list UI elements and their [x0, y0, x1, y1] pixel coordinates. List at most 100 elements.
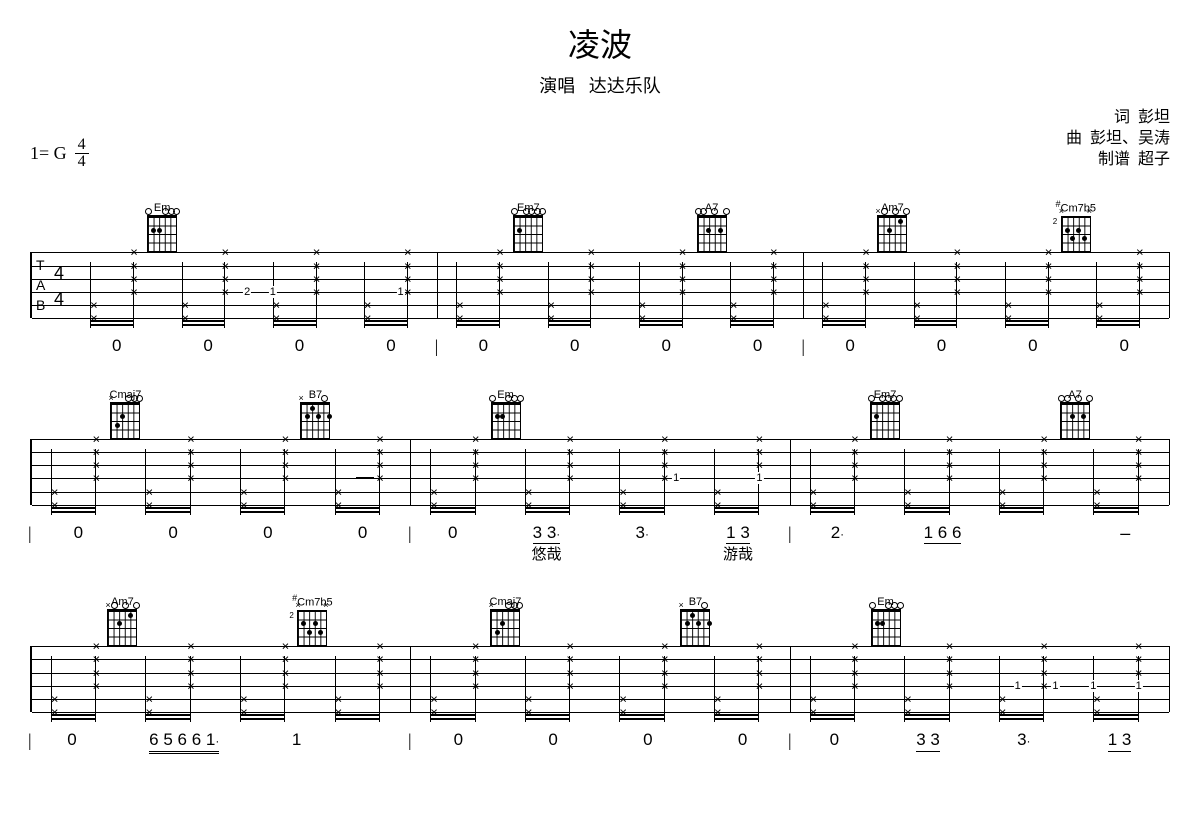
jianpu-num: 0 — [74, 523, 83, 543]
jianpu-row: |0000|03 3·悠哉3·1 3游哉|2·1 6 6– — [30, 523, 1170, 564]
jianpu-row: 0000|0000|0000 — [30, 336, 1170, 356]
jianpu-num: 3 3 — [916, 730, 940, 751]
tab-mute: × — [619, 691, 627, 706]
tab-mute: × — [661, 678, 669, 693]
lyrics-label: 词 — [1114, 109, 1130, 126]
tab-mute: × — [456, 311, 464, 326]
jianpu-num: 0 — [661, 336, 670, 356]
subtitle-artist: 达达乐队 — [589, 76, 661, 96]
tab-mute: × — [714, 705, 722, 720]
chord-grid: × — [490, 610, 520, 646]
time-den: 4 — [78, 154, 86, 170]
tab-mute: × — [1093, 705, 1101, 720]
system-2: Am7×#Cm7b52××Cmaj7×B7×Em××××××××××××××××… — [30, 586, 1170, 753]
jianpu-num: 0 — [830, 730, 839, 750]
tab-mute: × — [566, 678, 574, 693]
tab-mute: × — [639, 298, 647, 313]
tab-mute: × — [525, 705, 533, 720]
tab-mute: × — [1005, 298, 1013, 313]
jianpu-measure: |03 3·悠哉3·1 3游哉 — [410, 523, 790, 564]
tab-mute: × — [1093, 497, 1101, 512]
chord-diagram-Am7: Am7× — [107, 596, 137, 646]
tab-mute: × — [1093, 691, 1101, 706]
tab-mute: × — [1136, 284, 1144, 299]
chord-grid — [870, 403, 900, 439]
barline-sep: | — [801, 336, 805, 357]
tab-mute: × — [810, 705, 818, 720]
tab-label-t: T — [36, 258, 45, 272]
jianpu-item: 0 — [753, 336, 762, 356]
tab-mute: × — [954, 284, 962, 299]
jianpu-num: 0 — [203, 336, 212, 356]
tab-label-b: B — [36, 298, 45, 312]
chord-grid — [513, 216, 543, 252]
tab-mute: × — [313, 284, 321, 299]
tab-mute: × — [145, 497, 153, 512]
chord-grid — [147, 216, 177, 252]
tab-staff: ××××××××××××××××××××××××××××××××××××××××… — [30, 439, 1170, 505]
tab-measure: ××××××××××××××××××××××××1111 — [791, 646, 1169, 712]
jianpu-num: 0 — [1028, 336, 1037, 356]
tab-mute: × — [430, 705, 438, 720]
tab-measure: ×××××××××××××××××××××××× — [438, 252, 804, 318]
chord-diagram-Cmaj7: Cmaj7× — [490, 596, 522, 646]
barline-sep: | — [28, 730, 32, 751]
tab-mute: × — [730, 311, 738, 326]
tab-staff: ××××××××××××××××××××××××××××××××××××××××… — [30, 646, 1170, 712]
tab-mute: × — [525, 484, 533, 499]
tab-mute: × — [547, 311, 555, 326]
tab-fret-num: 1 — [1135, 680, 1143, 692]
tab-mute: × — [679, 284, 687, 299]
jianpu-item: 3· — [635, 523, 648, 543]
tab-mute: × — [145, 705, 153, 720]
jianpu-num: 1 — [292, 730, 301, 750]
chord-measure: Em7A7 — [790, 379, 1170, 439]
jianpu-item: 0 — [74, 523, 83, 543]
chord-grid — [491, 403, 521, 439]
tab-mute: × — [430, 497, 438, 512]
barline-sep: | — [788, 523, 792, 544]
tab-mute: × — [376, 471, 384, 486]
transcribe-label: 制谱 — [1098, 151, 1130, 168]
tab-mute: × — [90, 311, 98, 326]
jianpu-item: – — [1120, 523, 1130, 545]
tab-fret-num: 2 — [243, 286, 251, 298]
tab-mute: × — [810, 484, 818, 499]
chord-diagram-Cmaj7: Cmaj7× — [110, 389, 142, 439]
barline-sep: | — [28, 523, 32, 544]
tab-mute: × — [187, 471, 195, 486]
chord-measure: Cmaj7×B7× — [410, 586, 790, 646]
chord-measure: Em7A7 — [437, 192, 804, 252]
tab-mute: × — [619, 484, 627, 499]
chord-grid: 2×× — [1061, 216, 1091, 252]
jianpu-lyric: 悠哉 — [531, 546, 561, 564]
jianpu-item: 2· — [831, 523, 844, 543]
tab-mute: × — [240, 484, 248, 499]
subtitle-label: 演唱 — [539, 76, 575, 96]
tab-mute: × — [240, 705, 248, 720]
system-0: EmEm7A7Am7×#Cm7b52××TAB44×××××××××××××××… — [30, 192, 1170, 356]
chord-row: Cmaj7×B7×EmEm7A7 — [30, 379, 1170, 439]
tab-content: ××××××××××××××××××××××××××××××××××××××××… — [32, 646, 1169, 712]
chord-grid: × — [877, 216, 907, 252]
chord-grid: × — [300, 403, 330, 439]
tab-mute: × — [404, 284, 412, 299]
jianpu-item: 0 — [1120, 336, 1129, 356]
tab-content: ××××××××××××××××××××××××××××××××××××××××… — [32, 439, 1169, 505]
jianpu-num: 0 — [570, 336, 579, 356]
tab-fret-num: 1 — [1014, 680, 1022, 692]
jianpu-num: 6 5 6 6 1· — [149, 730, 219, 753]
jianpu-num: 0 — [263, 523, 272, 543]
jianpu-item: 0 — [263, 523, 272, 543]
tab-fret-num: 1 — [269, 286, 277, 298]
tab-mute: × — [1093, 484, 1101, 499]
tab-mute: × — [525, 691, 533, 706]
chord-measure: Am7×#Cm7b52×× — [803, 192, 1170, 252]
jianpu-item: 0 — [295, 336, 304, 356]
jianpu-item: 0 — [168, 523, 177, 543]
tab-mute: × — [588, 284, 596, 299]
jianpu-num: 3· — [1017, 730, 1030, 750]
chord-grid: × — [107, 610, 137, 646]
tab-measure: ×××××××××××××××××××××××× — [32, 646, 411, 712]
tab-mute: × — [51, 497, 59, 512]
